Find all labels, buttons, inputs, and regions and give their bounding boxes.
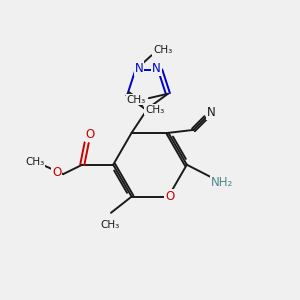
Text: CH₃: CH₃ [127,94,146,105]
Text: CH₃: CH₃ [153,45,172,55]
Text: N: N [152,62,161,75]
Text: NH₂: NH₂ [211,176,233,189]
Text: N: N [134,62,143,75]
Text: O: O [52,166,61,179]
Text: CH₃: CH₃ [145,105,164,115]
Text: N: N [207,106,215,119]
Text: O: O [85,128,95,141]
Text: CH₃: CH₃ [25,158,44,167]
Text: CH₃: CH₃ [100,220,119,230]
Text: O: O [165,190,175,203]
